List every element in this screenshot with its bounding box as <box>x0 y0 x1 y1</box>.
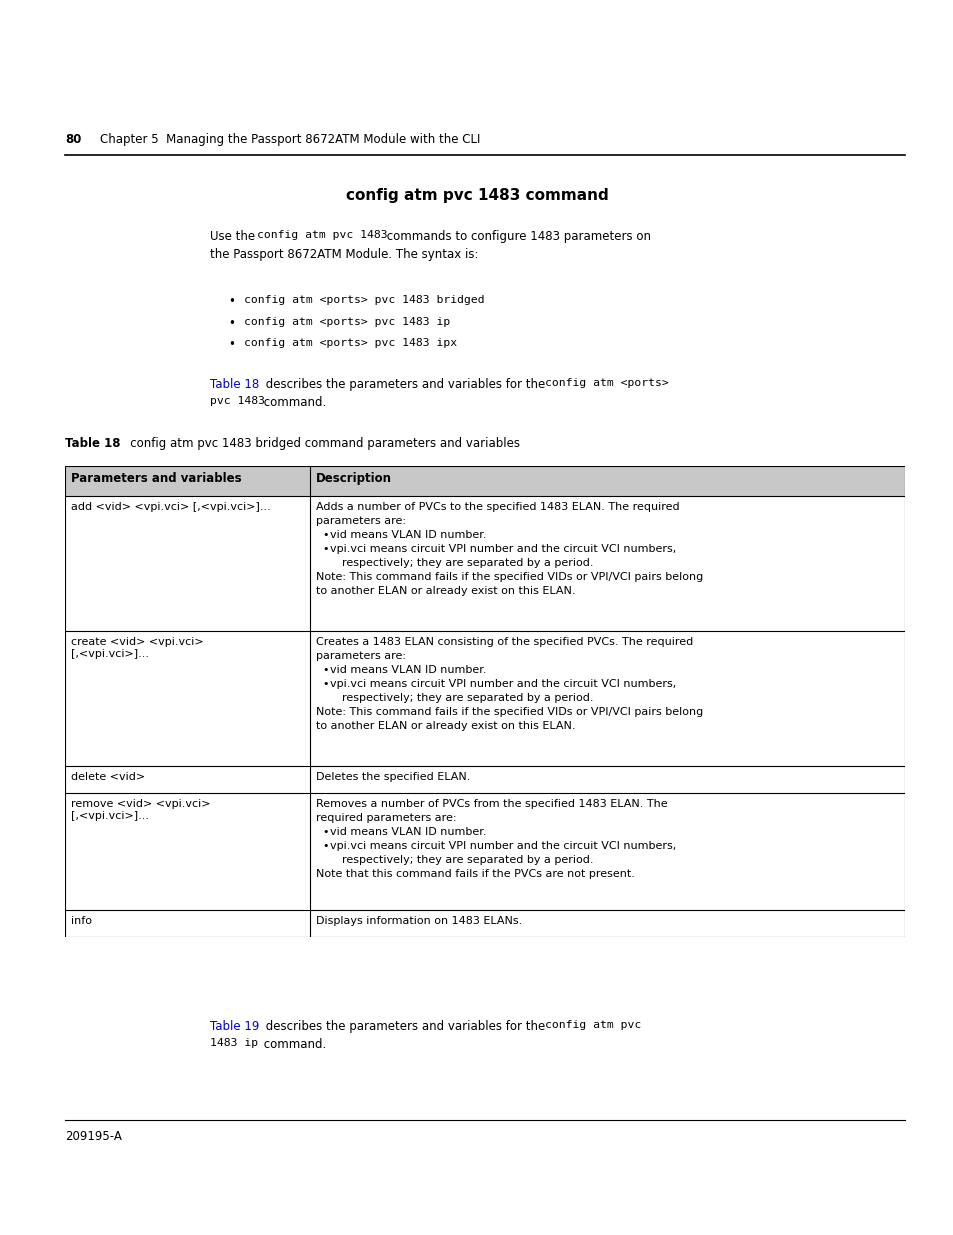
Text: 209195-A: 209195-A <box>65 1130 122 1144</box>
Text: •: • <box>322 841 328 851</box>
Text: config atm pvc 1483 command: config atm pvc 1483 command <box>345 188 608 203</box>
Text: command.: command. <box>260 1037 326 1051</box>
Text: info: info <box>71 916 91 926</box>
Text: config atm pvc 1483: config atm pvc 1483 <box>256 230 387 240</box>
Text: config atm <ports> pvc 1483 ipx: config atm <ports> pvc 1483 ipx <box>244 338 456 348</box>
Text: Adds a number of PVCs to the specified 1483 ELAN. The required: Adds a number of PVCs to the specified 1… <box>315 501 679 513</box>
Text: vid means VLAN ID number.: vid means VLAN ID number. <box>330 530 486 540</box>
Text: vpi.vci means circuit VPI number and the circuit VCI numbers,: vpi.vci means circuit VPI number and the… <box>330 543 676 555</box>
Text: describes the parameters and variables for the: describes the parameters and variables f… <box>262 1020 548 1032</box>
Text: Note: This command fails if the specified VIDs or VPI/VCI pairs belong: Note: This command fails if the specifie… <box>315 572 702 582</box>
Text: vpi.vci means circuit VPI number and the circuit VCI numbers,: vpi.vci means circuit VPI number and the… <box>330 679 676 689</box>
Text: delete <vid>: delete <vid> <box>71 772 145 782</box>
Text: respectively; they are separated by a period.: respectively; they are separated by a pe… <box>341 693 593 703</box>
Text: vpi.vci means circuit VPI number and the circuit VCI numbers,: vpi.vci means circuit VPI number and the… <box>330 841 676 851</box>
Text: Note: This command fails if the specified VIDs or VPI/VCI pairs belong: Note: This command fails if the specifie… <box>315 706 702 718</box>
Text: 80: 80 <box>65 133 81 146</box>
Text: required parameters are:: required parameters are: <box>315 813 456 823</box>
Text: Deletes the specified ELAN.: Deletes the specified ELAN. <box>315 772 470 782</box>
Text: •: • <box>228 338 234 351</box>
Text: Displays information on 1483 ELANs.: Displays information on 1483 ELANs. <box>315 916 521 926</box>
Text: •: • <box>228 317 234 330</box>
Text: config atm <ports> pvc 1483 ip: config atm <ports> pvc 1483 ip <box>244 317 450 327</box>
Text: 1483 ip: 1483 ip <box>210 1037 258 1049</box>
Text: create <vid> <vpi.vci>
[,<vpi.vci>]...: create <vid> <vpi.vci> [,<vpi.vci>]... <box>71 637 203 658</box>
Text: •: • <box>322 679 328 689</box>
Text: Table 18: Table 18 <box>65 437 120 450</box>
Text: respectively; they are separated by a period.: respectively; they are separated by a pe… <box>341 558 593 568</box>
Text: Table 19: Table 19 <box>210 1020 259 1032</box>
Text: Description: Description <box>315 472 392 485</box>
Text: Creates a 1483 ELAN consisting of the specified PVCs. The required: Creates a 1483 ELAN consisting of the sp… <box>315 637 693 647</box>
Text: command.: command. <box>260 396 326 409</box>
Text: Use the: Use the <box>210 230 258 243</box>
Text: Removes a number of PVCs from the specified 1483 ELAN. The: Removes a number of PVCs from the specif… <box>315 799 667 809</box>
Text: Note that this command fails if the PVCs are not present.: Note that this command fails if the PVCs… <box>315 869 634 879</box>
Text: •: • <box>322 543 328 555</box>
Text: config atm <ports>: config atm <ports> <box>544 378 668 388</box>
Text: add <vid> <vpi.vci> [,<vpi.vci>]...: add <vid> <vpi.vci> [,<vpi.vci>]... <box>71 501 271 513</box>
Text: commands to configure 1483 parameters on: commands to configure 1483 parameters on <box>382 230 650 243</box>
Text: •: • <box>322 664 328 676</box>
Text: to another ELAN or already exist on this ELAN.: to another ELAN or already exist on this… <box>315 585 575 597</box>
Text: config atm pvc: config atm pvc <box>544 1020 640 1030</box>
Text: describes the parameters and variables for the: describes the parameters and variables f… <box>262 378 548 391</box>
Text: •: • <box>322 827 328 837</box>
Text: vid means VLAN ID number.: vid means VLAN ID number. <box>330 827 486 837</box>
Text: remove <vid> <vpi.vci>
[,<vpi.vci>]...: remove <vid> <vpi.vci> [,<vpi.vci>]... <box>71 799 211 820</box>
Text: parameters are:: parameters are: <box>315 651 406 661</box>
Text: •: • <box>322 530 328 540</box>
Text: respectively; they are separated by a period.: respectively; they are separated by a pe… <box>341 855 593 864</box>
Text: pvc 1483: pvc 1483 <box>210 396 265 406</box>
Text: config atm pvc 1483 bridged command parameters and variables: config atm pvc 1483 bridged command para… <box>119 437 519 450</box>
Text: the Passport 8672ATM Module. The syntax is:: the Passport 8672ATM Module. The syntax … <box>210 248 478 261</box>
Text: parameters are:: parameters are: <box>315 516 406 526</box>
Text: Table 18: Table 18 <box>210 378 259 391</box>
Text: to another ELAN or already exist on this ELAN.: to another ELAN or already exist on this… <box>315 721 575 731</box>
Text: Parameters and variables: Parameters and variables <box>71 472 241 485</box>
Text: Chapter 5  Managing the Passport 8672ATM Module with the CLI: Chapter 5 Managing the Passport 8672ATM … <box>100 133 480 146</box>
Text: vid means VLAN ID number.: vid means VLAN ID number. <box>330 664 486 676</box>
Text: •: • <box>228 295 234 308</box>
Text: config atm <ports> pvc 1483 bridged: config atm <ports> pvc 1483 bridged <box>244 295 484 305</box>
